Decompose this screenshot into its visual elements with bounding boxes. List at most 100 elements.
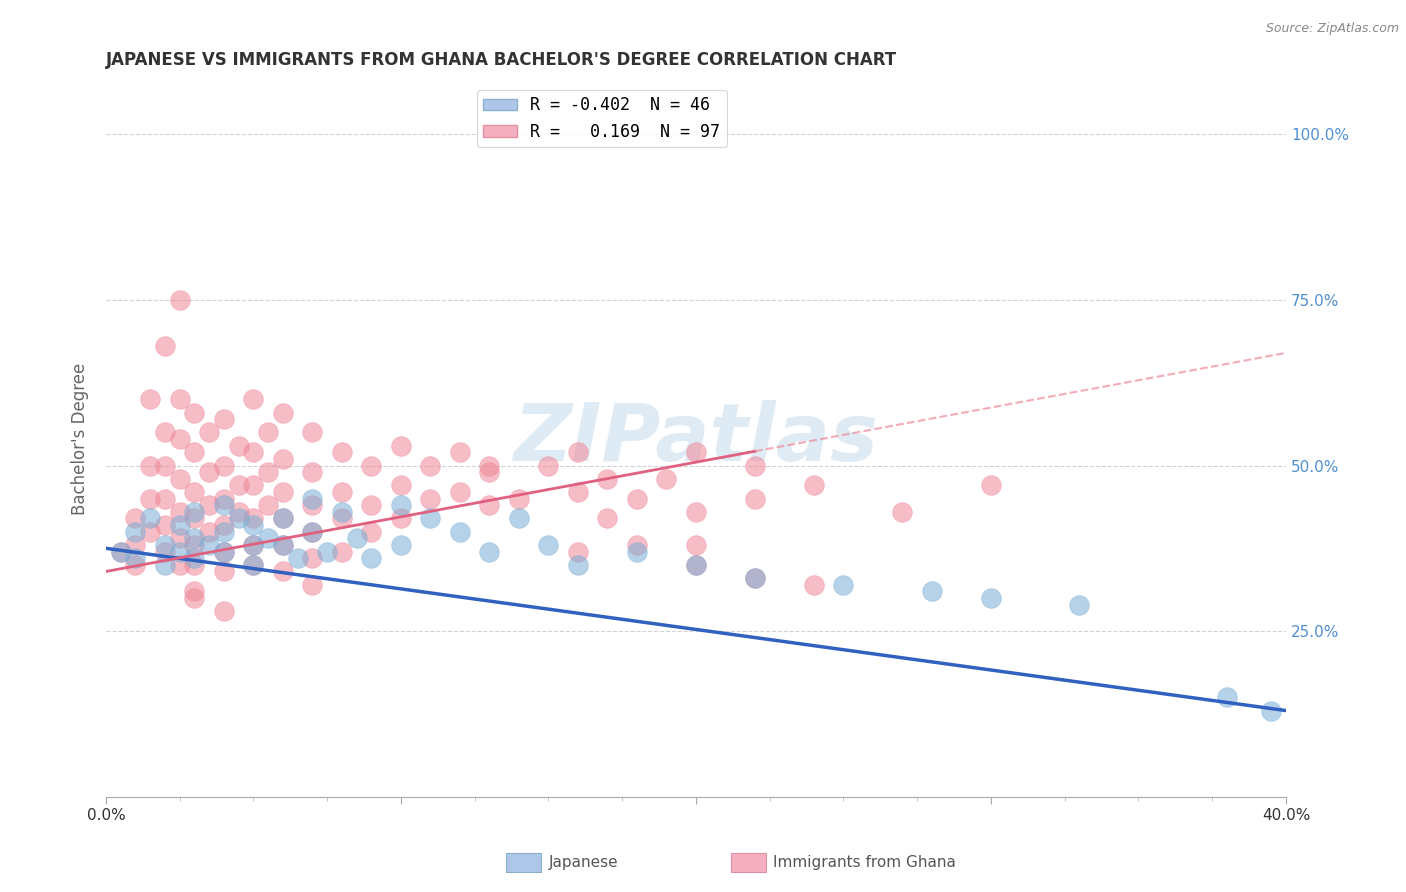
- Point: [212, 604, 235, 618]
- Point: [212, 565, 235, 579]
- Point: [301, 524, 323, 539]
- Point: [287, 551, 309, 566]
- Point: [271, 511, 294, 525]
- Point: [655, 472, 678, 486]
- Point: [626, 491, 648, 506]
- Point: [257, 532, 280, 546]
- Point: [139, 392, 162, 407]
- Point: [419, 491, 441, 506]
- Point: [228, 511, 250, 525]
- Point: [316, 544, 339, 558]
- Point: [271, 405, 294, 419]
- Point: [169, 293, 191, 307]
- Point: [330, 485, 353, 500]
- Point: [183, 538, 205, 552]
- Point: [169, 532, 191, 546]
- Point: [301, 425, 323, 440]
- Point: [744, 571, 766, 585]
- Point: [198, 538, 221, 552]
- Point: [169, 558, 191, 572]
- Point: [301, 578, 323, 592]
- Point: [478, 498, 501, 512]
- Point: [242, 511, 264, 525]
- Point: [124, 511, 146, 525]
- Point: [153, 425, 176, 440]
- Point: [169, 518, 191, 533]
- Point: [183, 445, 205, 459]
- Text: Immigrants from Ghana: Immigrants from Ghana: [773, 855, 956, 870]
- Point: [626, 544, 648, 558]
- Point: [449, 485, 471, 500]
- Point: [330, 511, 353, 525]
- Point: [198, 465, 221, 479]
- Point: [271, 538, 294, 552]
- Point: [508, 491, 530, 506]
- Point: [169, 432, 191, 446]
- Point: [212, 412, 235, 426]
- Point: [685, 505, 707, 519]
- Point: [228, 439, 250, 453]
- Point: [183, 405, 205, 419]
- Point: [257, 465, 280, 479]
- Point: [449, 445, 471, 459]
- Point: [183, 551, 205, 566]
- Point: [626, 538, 648, 552]
- Point: [212, 544, 235, 558]
- Point: [183, 532, 205, 546]
- Point: [921, 584, 943, 599]
- Point: [228, 505, 250, 519]
- Point: [508, 511, 530, 525]
- Point: [346, 532, 368, 546]
- Point: [567, 544, 589, 558]
- Point: [596, 472, 619, 486]
- Point: [744, 491, 766, 506]
- Point: [257, 425, 280, 440]
- Point: [537, 458, 560, 473]
- Point: [139, 458, 162, 473]
- Point: [360, 524, 382, 539]
- Point: [803, 478, 825, 492]
- Point: [389, 511, 412, 525]
- Point: [685, 558, 707, 572]
- Point: [389, 498, 412, 512]
- Point: [153, 558, 176, 572]
- Point: [685, 538, 707, 552]
- Point: [389, 439, 412, 453]
- Point: [153, 544, 176, 558]
- Point: [183, 584, 205, 599]
- Point: [242, 478, 264, 492]
- Point: [198, 498, 221, 512]
- Point: [139, 511, 162, 525]
- Point: [1216, 690, 1239, 705]
- Point: [124, 524, 146, 539]
- Point: [169, 505, 191, 519]
- Point: [153, 339, 176, 353]
- Point: [360, 458, 382, 473]
- Point: [478, 458, 501, 473]
- Point: [744, 571, 766, 585]
- Point: [169, 544, 191, 558]
- Point: [169, 392, 191, 407]
- Point: [301, 465, 323, 479]
- Point: [153, 491, 176, 506]
- Point: [124, 558, 146, 572]
- Point: [110, 544, 132, 558]
- Point: [212, 458, 235, 473]
- Point: [110, 544, 132, 558]
- Text: ZIPatlas: ZIPatlas: [513, 400, 879, 478]
- Point: [153, 538, 176, 552]
- Point: [330, 445, 353, 459]
- Text: Source: ZipAtlas.com: Source: ZipAtlas.com: [1265, 22, 1399, 36]
- Point: [198, 524, 221, 539]
- Point: [1260, 704, 1282, 718]
- Point: [449, 524, 471, 539]
- Point: [139, 491, 162, 506]
- Point: [242, 558, 264, 572]
- Point: [242, 558, 264, 572]
- Point: [212, 491, 235, 506]
- Point: [980, 591, 1002, 605]
- Point: [301, 491, 323, 506]
- Point: [891, 505, 914, 519]
- Point: [183, 511, 205, 525]
- Point: [153, 458, 176, 473]
